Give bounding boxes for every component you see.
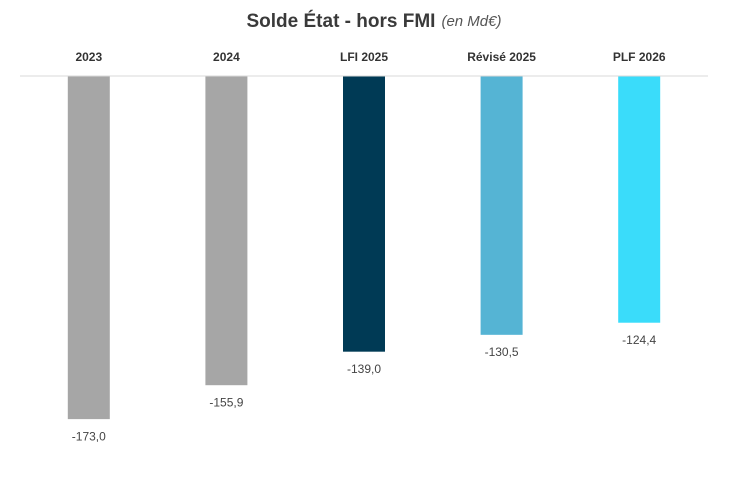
chart-title: Solde État - hors FMI bbox=[247, 10, 436, 32]
bar bbox=[205, 76, 248, 386]
data-label: -130,5 bbox=[485, 345, 519, 359]
data-label: -155,9 bbox=[209, 395, 243, 409]
bar bbox=[480, 76, 523, 335]
bar bbox=[343, 76, 385, 352]
data-label: -173,0 bbox=[72, 429, 106, 443]
x-tick-label: 2023 bbox=[75, 50, 102, 64]
x-tick-label: PLF 2026 bbox=[613, 50, 666, 64]
bar bbox=[67, 76, 110, 420]
x-tick-label: 2024 bbox=[213, 50, 240, 64]
x-tick-label: LFI 2025 bbox=[340, 50, 388, 64]
x-tick-label: Révisé 2025 bbox=[467, 50, 536, 64]
bar bbox=[618, 76, 661, 323]
chart-title-group: Solde État - hors FMI (en Md€) bbox=[247, 10, 502, 32]
data-label: -139,0 bbox=[347, 362, 381, 376]
chart-subtitle: (en Md€) bbox=[441, 13, 501, 30]
data-label: -124,4 bbox=[622, 333, 656, 347]
